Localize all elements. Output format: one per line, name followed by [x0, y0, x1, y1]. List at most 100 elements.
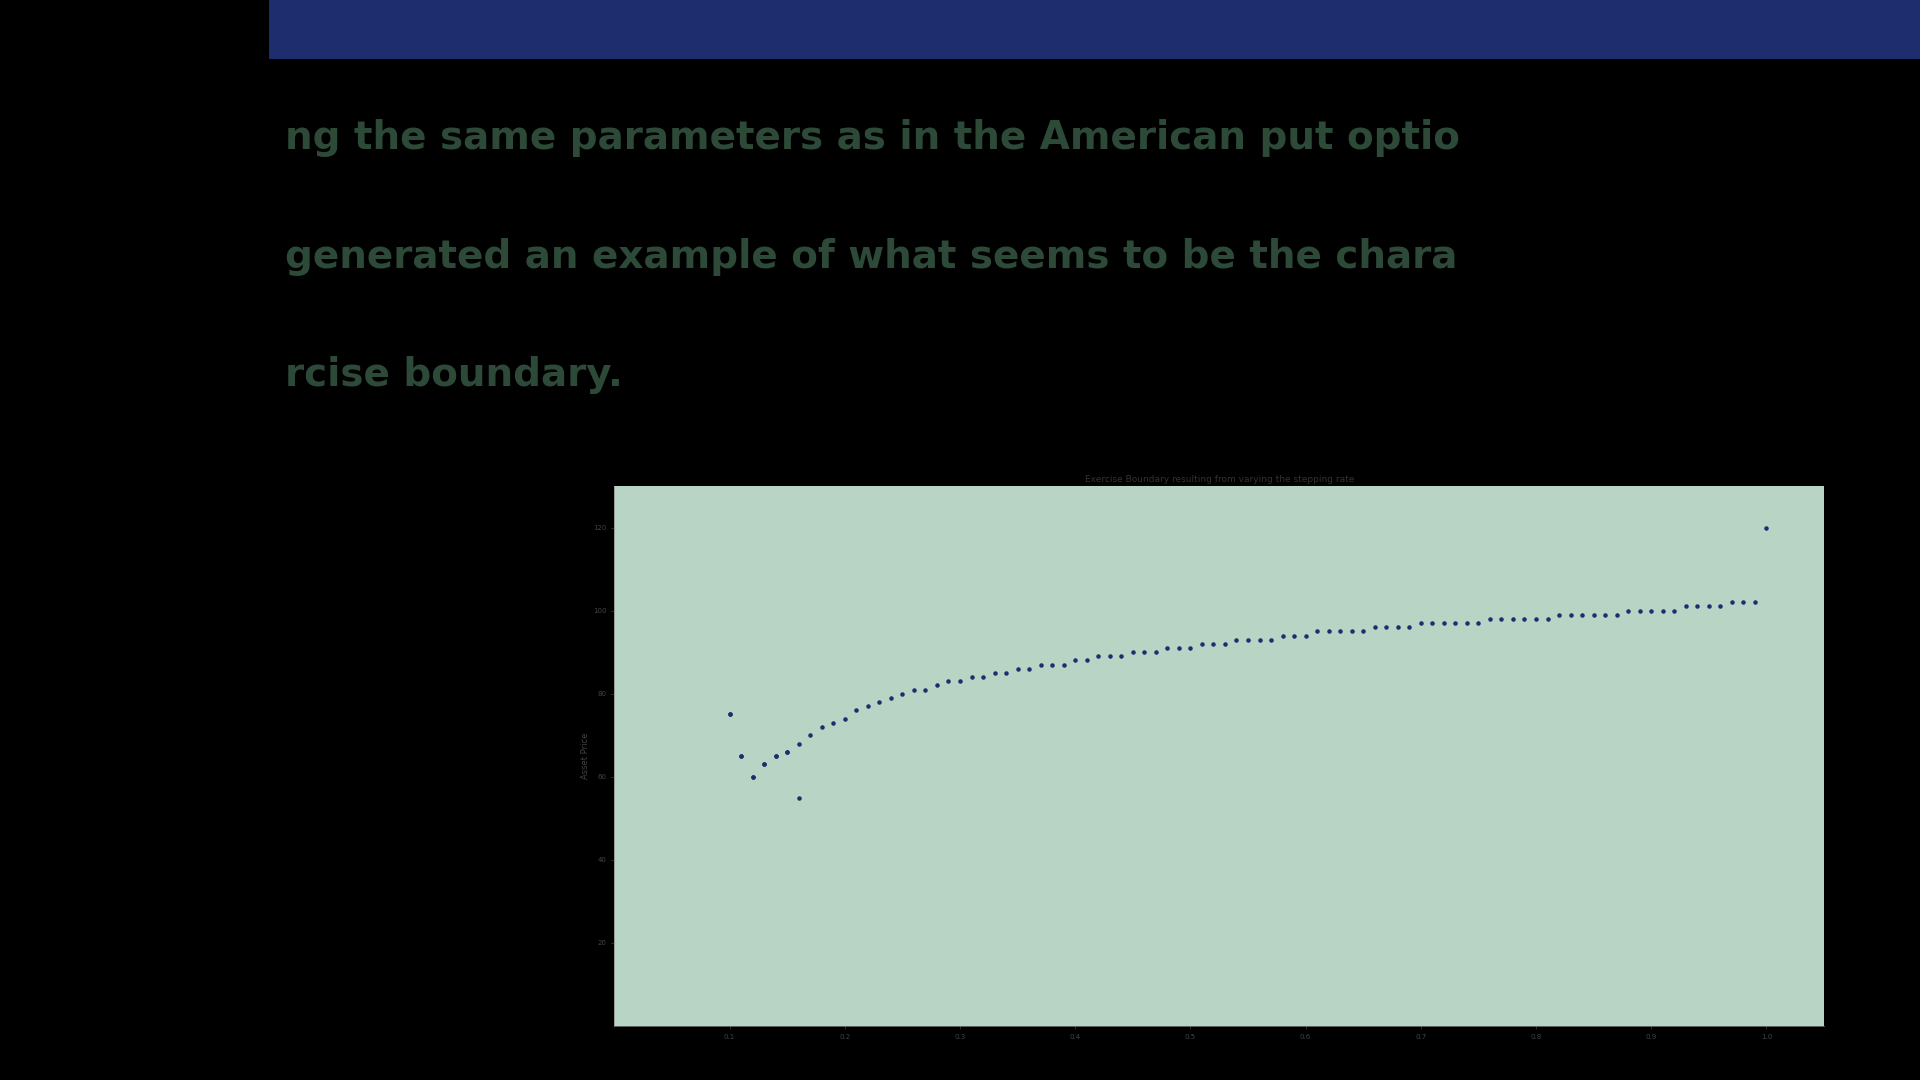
Point — [1417, 615, 1448, 632]
Point — [1716, 594, 1747, 611]
Point — [1521, 610, 1551, 627]
Point — [1002, 660, 1033, 677]
Point — [714, 706, 745, 724]
Y-axis label: Asset Price: Asset Price — [582, 733, 591, 779]
Point — [1555, 606, 1586, 623]
Point — [1590, 606, 1620, 623]
Point — [772, 743, 803, 760]
Point — [1152, 639, 1183, 657]
Point — [968, 669, 998, 686]
Point — [772, 743, 803, 760]
Point — [979, 664, 1010, 681]
Point — [1187, 635, 1217, 652]
Point — [991, 664, 1021, 681]
Point — [1140, 644, 1171, 661]
Point — [1198, 635, 1229, 652]
Point — [760, 747, 791, 765]
Point — [1728, 594, 1759, 611]
Point — [1083, 648, 1114, 665]
Point — [1371, 619, 1402, 636]
Point — [760, 747, 791, 765]
Point — [1060, 652, 1091, 670]
Point — [1740, 594, 1770, 611]
Text: rcise boundary.: rcise boundary. — [286, 356, 624, 394]
Point — [1578, 606, 1609, 623]
Point — [1348, 623, 1379, 640]
Point — [737, 768, 768, 785]
Point — [795, 727, 826, 744]
Point — [887, 685, 918, 702]
Point — [1233, 631, 1263, 648]
Point — [1532, 610, 1563, 627]
Point — [1486, 610, 1517, 627]
Point — [1682, 598, 1713, 616]
Point — [1659, 602, 1690, 619]
Point — [910, 680, 941, 698]
Point — [852, 698, 883, 715]
Point — [956, 669, 987, 686]
Point — [1440, 615, 1471, 632]
Point — [1302, 623, 1332, 640]
Point — [1221, 631, 1252, 648]
Point — [1636, 602, 1667, 619]
Point — [864, 693, 895, 711]
Point — [1475, 610, 1505, 627]
Point — [1325, 623, 1356, 640]
Point — [1405, 615, 1436, 632]
Point — [1567, 606, 1597, 623]
Point — [1452, 615, 1482, 632]
Point — [1313, 623, 1344, 640]
Point — [1117, 644, 1148, 661]
Point — [1129, 644, 1160, 661]
Point — [1359, 619, 1390, 636]
Point — [806, 718, 837, 735]
Point — [1094, 648, 1125, 665]
Point — [1751, 518, 1782, 536]
Point — [899, 680, 929, 698]
Point — [1279, 626, 1309, 644]
Point — [818, 714, 849, 731]
Point — [1463, 615, 1494, 632]
Point — [783, 788, 814, 806]
Bar — [269, 0, 1920, 59]
Point — [1670, 598, 1701, 616]
Point — [1544, 606, 1574, 623]
Point — [1647, 602, 1678, 619]
Point — [1267, 626, 1298, 644]
Point — [1244, 631, 1275, 648]
Point — [737, 768, 768, 785]
Point — [1048, 656, 1079, 673]
Point — [876, 689, 906, 706]
Point — [726, 747, 756, 765]
Point — [1601, 606, 1632, 623]
Point — [714, 706, 745, 724]
Point — [1394, 619, 1425, 636]
Point — [749, 756, 780, 773]
Point — [829, 710, 860, 727]
Title: Exercise Boundary resulting from varying the stepping rate: Exercise Boundary resulting from varying… — [1085, 475, 1354, 484]
Point — [1164, 639, 1194, 657]
Point — [1037, 656, 1068, 673]
Text: generated an example of what seems to be the chara: generated an example of what seems to be… — [286, 238, 1457, 275]
Point — [1175, 639, 1206, 657]
Point — [1498, 610, 1528, 627]
Point — [1014, 660, 1044, 677]
Point — [1210, 635, 1240, 652]
Point — [1705, 598, 1736, 616]
Point — [1336, 623, 1367, 640]
Point — [1382, 619, 1413, 636]
Point — [749, 756, 780, 773]
Point — [783, 734, 814, 752]
Point — [945, 673, 975, 690]
Point — [1624, 602, 1655, 619]
Point — [1428, 615, 1459, 632]
Point — [1509, 610, 1540, 627]
Point — [1613, 602, 1644, 619]
Point — [1025, 656, 1056, 673]
Point — [922, 677, 952, 694]
Point — [841, 702, 872, 719]
Point — [1106, 648, 1137, 665]
Point — [1071, 652, 1102, 670]
Point — [1693, 598, 1724, 616]
Point — [1256, 631, 1286, 648]
